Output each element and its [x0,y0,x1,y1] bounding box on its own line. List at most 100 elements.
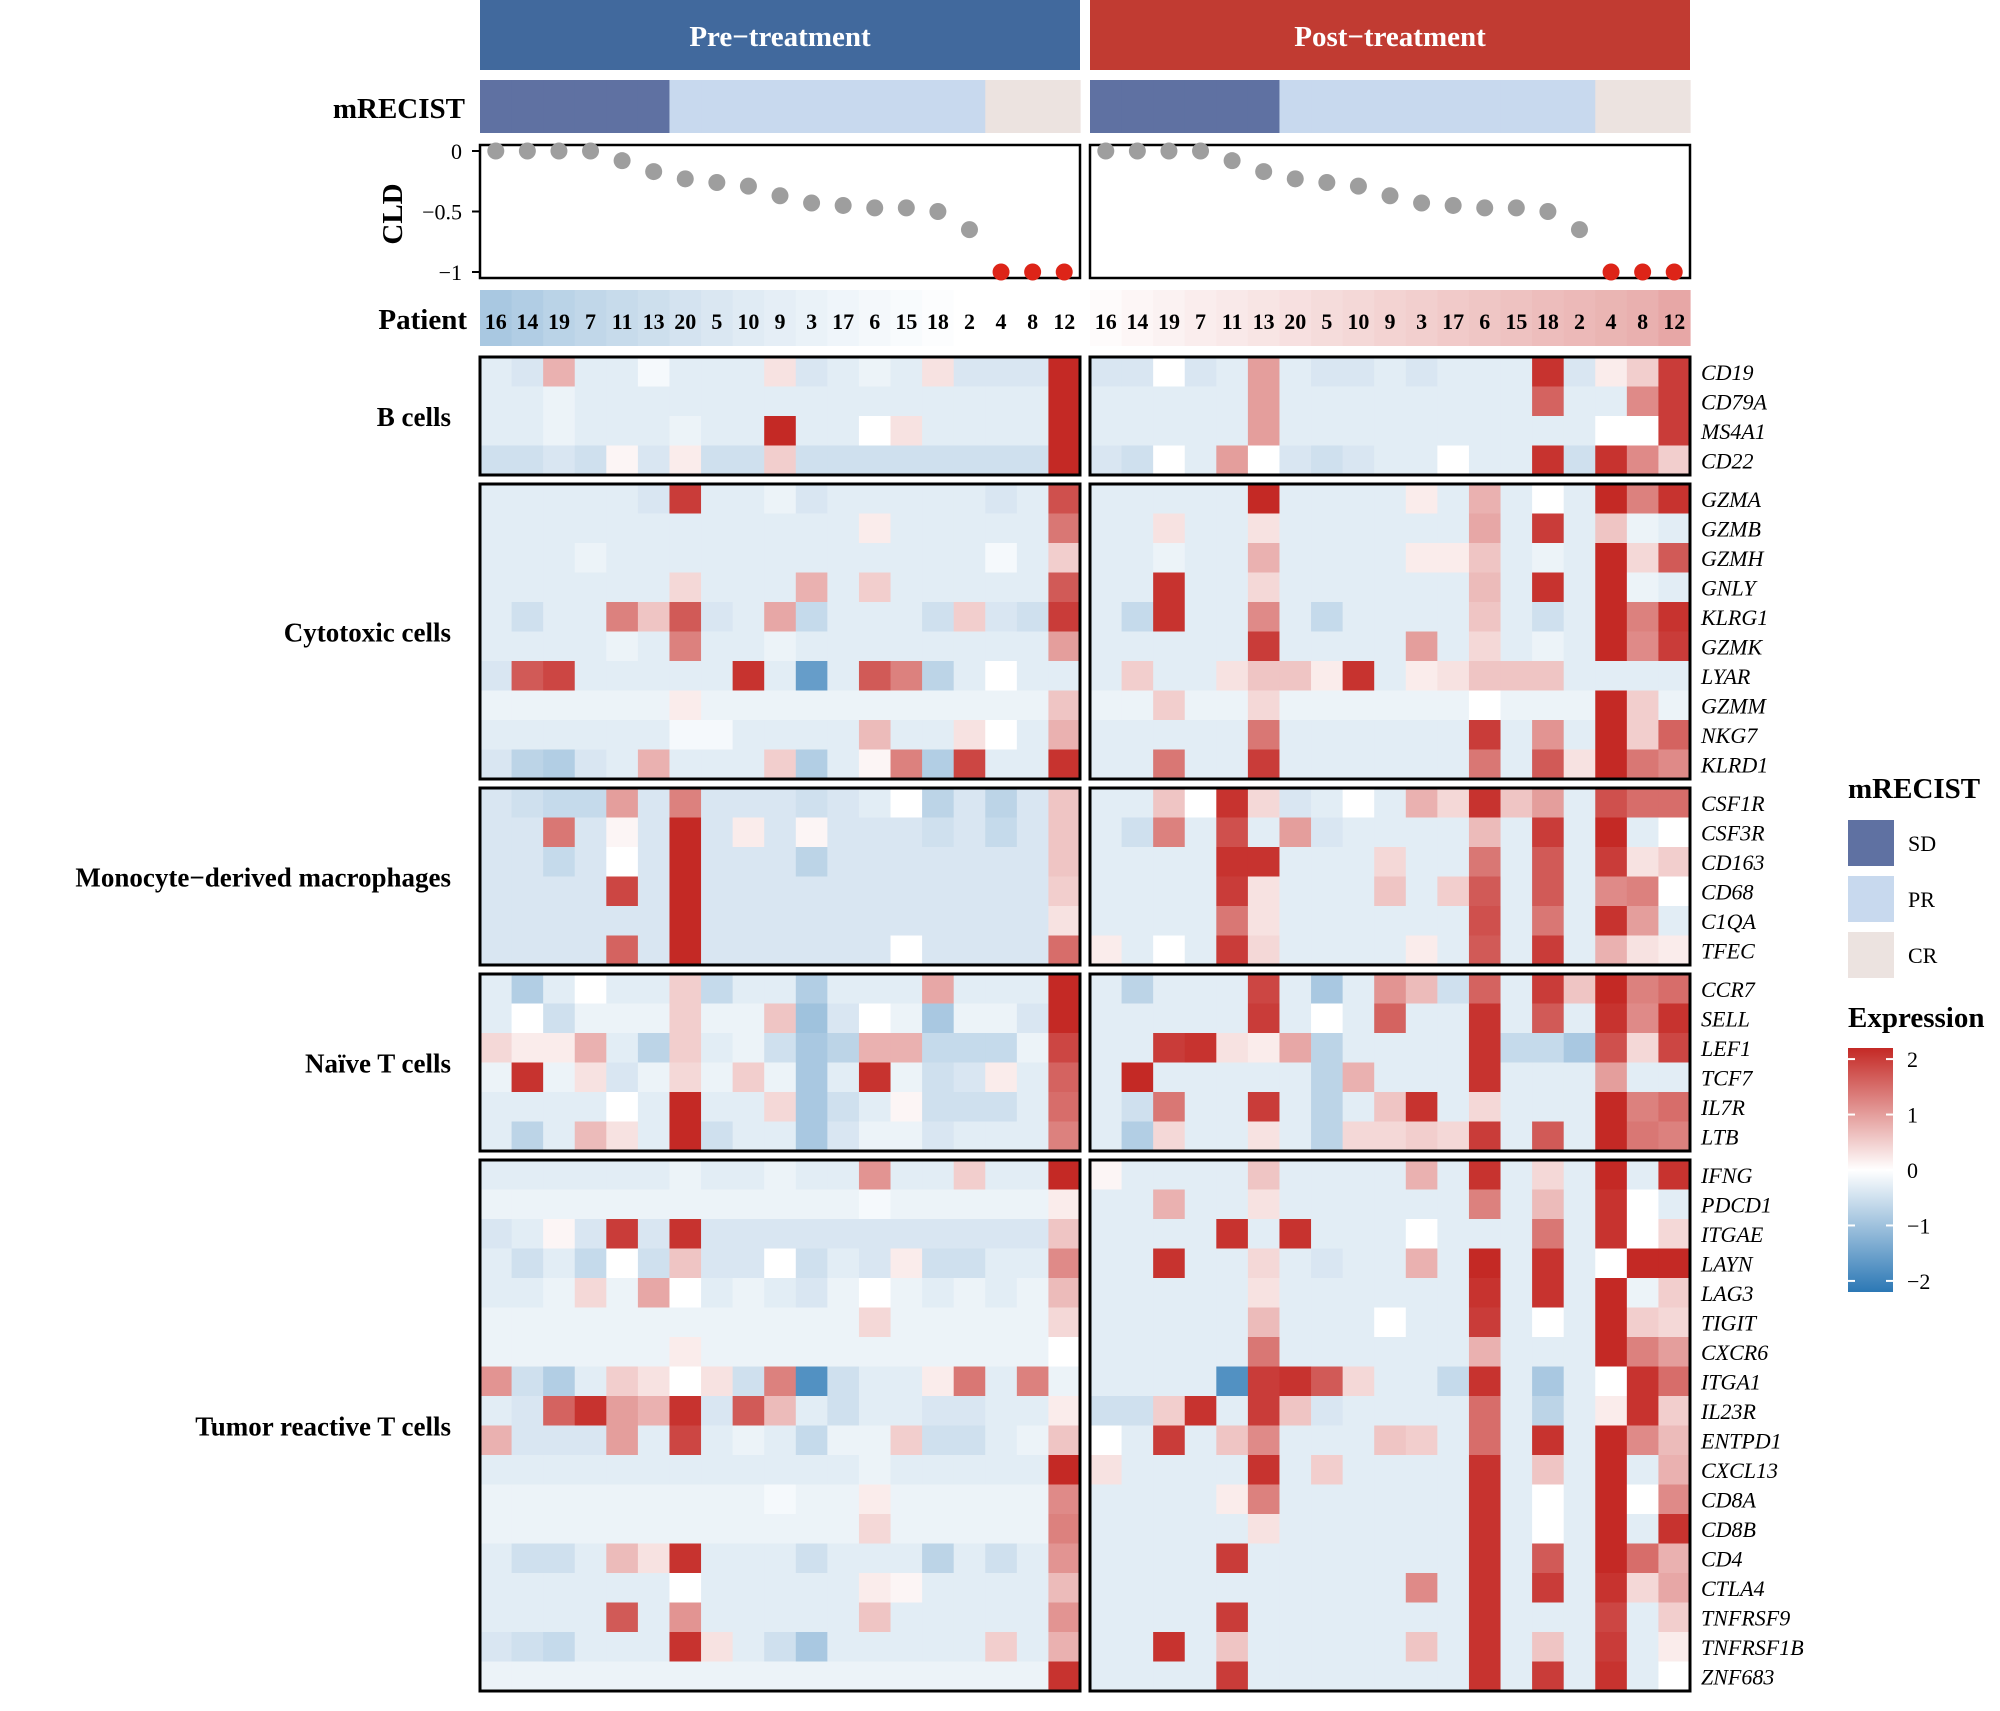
heat-cell [606,720,638,750]
heat-cell [796,1573,828,1603]
heat-cell [796,1122,828,1152]
heat-cell [1343,1662,1375,1692]
heat-cell [1564,416,1596,446]
heat-cell [1017,1190,1049,1220]
heat-cell [827,1603,859,1633]
heat-cell [1532,416,1564,446]
heat-cell [543,1426,575,1456]
heat-cell [1437,1544,1469,1574]
heat-cell [1311,1092,1343,1122]
heat-cell [796,818,828,848]
heat-cell [1017,416,1049,446]
heat-cell [638,1033,670,1063]
heat-cell [733,1603,765,1633]
heat-cell [669,602,701,632]
heat-cell [669,661,701,691]
heat-cell [606,1004,638,1034]
heat-cell [922,1249,954,1279]
heat-cell [1564,1160,1596,1190]
heat-cell [985,543,1017,573]
heat-cell [1311,1063,1343,1093]
heat-cell [606,750,638,780]
cld-point [772,187,789,204]
heat-cell [1048,788,1080,818]
heat-cell [1311,906,1343,936]
heat-cell [1122,543,1154,573]
mrecist-row-label: mRECIST [333,93,465,125]
heat-cell [922,936,954,966]
heat-cell [638,446,670,476]
heat-cell [1437,416,1469,446]
heat-cell [1564,632,1596,662]
heat-cell [1122,446,1154,476]
heat-cell [764,1160,796,1190]
heat-cell [1627,1426,1659,1456]
heat-cell [1627,484,1659,514]
heat-cell [1090,1337,1122,1367]
heat-cell [669,446,701,476]
heat-cell [922,1033,954,1063]
heat-cell [638,1544,670,1574]
heat-cell [575,1662,607,1692]
heat-cell [1658,632,1690,662]
heat-cell [1185,1308,1217,1338]
heat-cell [1437,1603,1469,1633]
heat-cell [1532,1603,1564,1633]
heat-cell [1279,602,1311,632]
heat-cell [1374,691,1406,721]
heat-cell [1343,877,1375,907]
heat-cell [1437,1455,1469,1485]
heat-cell [1501,1632,1533,1662]
heat-cell [1122,514,1154,544]
heat-cell [1248,1396,1280,1426]
heat-cell [1311,357,1343,387]
heat-cell [827,1122,859,1152]
heat-cell [1216,661,1248,691]
heat-cell [764,1063,796,1093]
heat-cell [638,543,670,573]
heat-cell [701,661,733,691]
mrecist-cell [1185,80,1217,133]
heat-cell [859,1544,891,1574]
heat-cell [733,1063,765,1093]
heat-cell [1279,877,1311,907]
heat-cell [1216,1485,1248,1515]
heat-cell [764,632,796,662]
heat-cell [1122,1033,1154,1063]
heat-cell [1406,1632,1438,1662]
heat-cell [1501,1092,1533,1122]
heat-cell [575,1337,607,1367]
heat-cell [480,788,512,818]
heat-cell [891,1063,923,1093]
heat-cell [1185,543,1217,573]
heat-cell [575,1190,607,1220]
heat-cell [1501,573,1533,603]
heat-cell [1564,1632,1596,1662]
heat-cell [1343,1514,1375,1544]
heat-cell [638,387,670,417]
heat-cell [1090,514,1122,544]
heat-cell [1627,1455,1659,1485]
cld-point [1382,187,1399,204]
heat-cell [1279,847,1311,877]
heat-cell [480,1160,512,1190]
heat-cell [1595,1249,1627,1279]
heat-cell [1048,1219,1080,1249]
heat-cell [1627,720,1659,750]
heat-cell [1153,632,1185,662]
heat-cell [1090,720,1122,750]
heat-cell [764,691,796,721]
heat-cell [1437,1063,1469,1093]
heat-cell [1311,1122,1343,1152]
heat-cell [1595,661,1627,691]
heat-cell [1122,1249,1154,1279]
heat-cell [638,1514,670,1544]
heat-cell [1595,543,1627,573]
heat-cell [480,847,512,877]
heat-cell [701,1160,733,1190]
heat-cell [1017,1308,1049,1338]
heat-cell [1595,1337,1627,1367]
heat-cell [764,1278,796,1308]
patient-id-label: 7 [585,309,596,334]
heat-cell [1374,543,1406,573]
